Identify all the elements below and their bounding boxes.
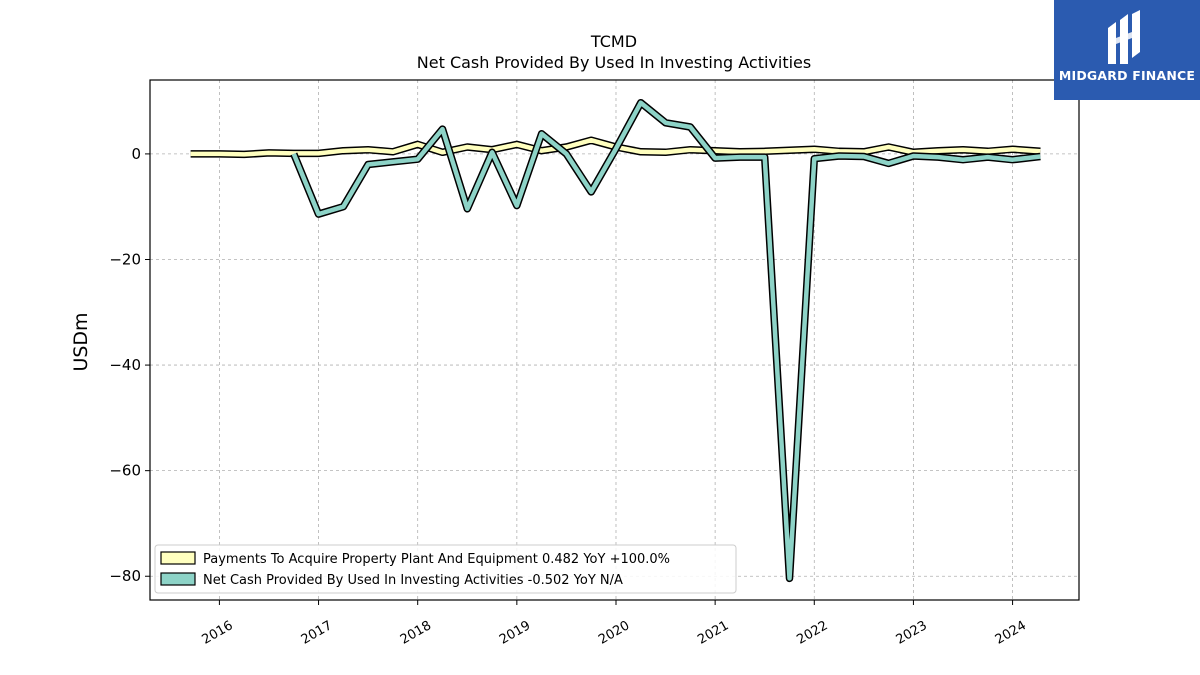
x-tick-label: 2019 bbox=[497, 618, 533, 648]
y-tick-label: −40 bbox=[109, 356, 141, 374]
chart-title: TCMD bbox=[590, 32, 637, 51]
legend-label-investing: Net Cash Provided By Used In Investing A… bbox=[203, 573, 623, 588]
legend-label-ppe: Payments To Acquire Property Plant And E… bbox=[203, 552, 670, 567]
brand-logo-text: MIDGARD FINANCE bbox=[1058, 68, 1196, 83]
series-group bbox=[190, 98, 1041, 583]
x-tick-label: 2020 bbox=[596, 618, 632, 648]
x-tick-label: 2022 bbox=[794, 618, 830, 648]
midgard-logo-icon bbox=[1108, 10, 1140, 64]
legend-box bbox=[154, 544, 737, 594]
plot-frame bbox=[149, 79, 1080, 601]
x-tick-label: 2018 bbox=[398, 618, 434, 648]
y-tick-label: −80 bbox=[109, 567, 141, 585]
y-tick-label: −60 bbox=[109, 462, 141, 480]
y-axis-label: USDm bbox=[70, 312, 92, 371]
y-tick-label: 0 bbox=[131, 145, 141, 163]
legend: Payments To Acquire Property Plant And E… bbox=[154, 544, 737, 594]
series-line-1 bbox=[290, 98, 1041, 583]
legend-swatch-investing bbox=[160, 572, 196, 586]
x-tick-label: 2024 bbox=[993, 618, 1029, 648]
x-tick-label: 2016 bbox=[200, 618, 236, 648]
x-tick-label: 2023 bbox=[894, 618, 930, 648]
y-tick-label: −20 bbox=[109, 250, 141, 268]
x-tick-label: 2017 bbox=[299, 618, 335, 648]
chart-subtitle: Net Cash Provided By Used In Investing A… bbox=[417, 53, 811, 72]
series-outline-1 bbox=[290, 98, 1041, 583]
brand-logo: MIDGARD FINANCE bbox=[1054, 0, 1200, 100]
legend-swatch-ppe bbox=[160, 551, 196, 565]
series-stroke-1 bbox=[291, 100, 1041, 581]
x-tick-label: 2021 bbox=[695, 618, 731, 648]
